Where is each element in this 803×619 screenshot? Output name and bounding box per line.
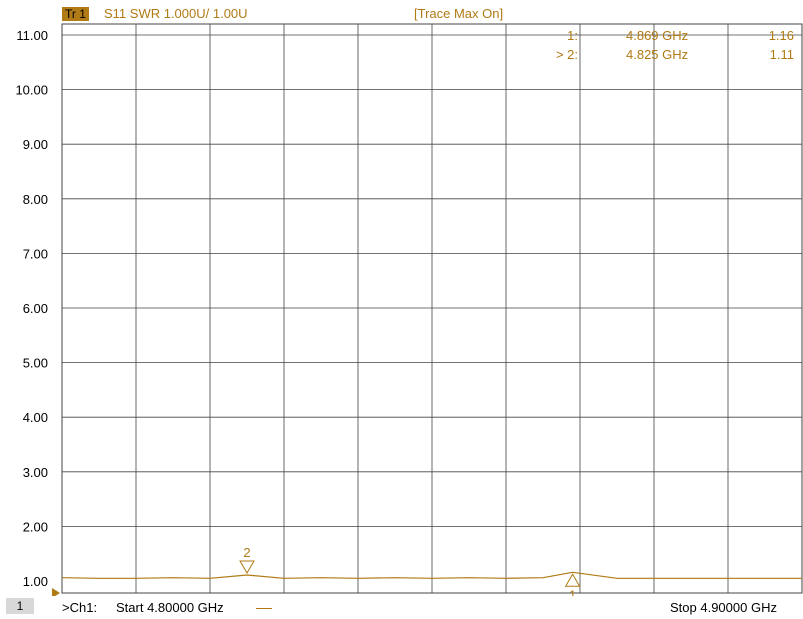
y-tick-label: 5.00 [23,356,48,371]
y-tick-label: 3.00 [23,465,48,480]
marker-table-value: 1.16 [769,28,794,43]
marker-table-value: 1.11 [770,47,794,62]
marker-table-frequency: 4.825 GHz [626,47,688,62]
markers[interactable]: 12 [239,545,581,596]
trace-line [61,571,802,579]
marker-1-label: 1 [569,587,576,596]
grid [61,23,803,594]
y-tick-label: 9.00 [23,137,48,152]
reference-level-arrow [52,588,60,596]
trace-badge[interactable]: Tr 1 [62,7,89,21]
start-frequency[interactable]: Start 4.80000 GHz [116,600,224,615]
y-tick-label: 7.00 [23,246,48,261]
trace-header: Tr 1 S11 SWR 1.000U/ 1.00U [Trace Max On… [0,0,803,24]
marker-2-triangle [239,560,255,574]
y-tick-label: 8.00 [23,192,48,207]
marker-1-triangle [564,573,581,587]
y-axis-ticks: 11.00 10.00 9.00 8.00 7.00 6.00 5.00 4.00 3.00 2.… [15,28,48,589]
marker-table-frequency: 4.869 GHz [626,28,688,43]
y-tick-label: 6.00 [23,301,48,316]
y-tick-label: 4.00 [23,410,48,425]
channel-number-box[interactable]: 1 [6,598,34,614]
marker-2-label: 2 [243,545,250,560]
y-tick-label: 11.00 [16,28,48,43]
y-tick-label: 10.00 [15,83,48,98]
y-tick-label: 1.00 [23,574,48,589]
marker-table-label: > 2: [556,47,578,62]
trace-legend-line [256,608,272,609]
chart-plot[interactable]: 11.0010.009.008.007.006.005.004.003.002.… [0,0,803,596]
status-footer: 1 >Ch1: Start 4.80000 GHz Stop 4.90000 G… [0,596,803,619]
trace [61,571,802,579]
marker-table: 1: 4.869 GHz 1.16 > 2: 4.825 GHz 1.11 [556,28,794,62]
trace-description[interactable]: S11 SWR 1.000U/ 1.00U [104,6,248,21]
channel-label: >Ch1: [62,600,98,615]
marker-table-label: 1: [567,28,578,43]
stop-frequency[interactable]: Stop 4.90000 GHz [670,600,777,615]
y-tick-label: 2.00 [23,519,48,534]
trace-status: [Trace Max On] [414,6,504,21]
